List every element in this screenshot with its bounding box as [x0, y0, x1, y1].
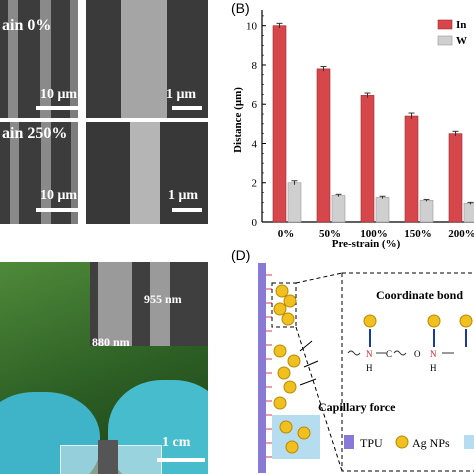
- dimension-label-bottom: 880 nm: [92, 335, 130, 346]
- legend-swatch-water: [464, 435, 474, 449]
- sem-stripe: [130, 122, 160, 224]
- x-tick-label: 0%: [278, 228, 295, 240]
- substrate-ticks: [266, 274, 272, 458]
- bar-w: [287, 182, 302, 223]
- legend-label-ag: Ag NPs: [412, 436, 450, 450]
- bar-w: [463, 203, 474, 223]
- bar-w: [419, 200, 434, 223]
- legend-label: In: [456, 19, 466, 31]
- sem-stripe: [70, 0, 78, 118]
- zoom-box-large: [341, 272, 474, 472]
- y-tick-label: 4: [252, 138, 258, 150]
- scale-bar: [36, 208, 78, 212]
- tpu-substrate: [258, 263, 266, 473]
- sem-stripe: [41, 122, 51, 224]
- bar-in: [404, 115, 419, 223]
- panel-d-label: (D): [231, 247, 251, 263]
- strain-250-label: ain 250%: [2, 125, 68, 142]
- bar-w: [331, 195, 346, 223]
- bar-in: [316, 68, 331, 223]
- legend-swatch-ag: [395, 435, 409, 449]
- x-tick-label: 200%: [448, 228, 474, 240]
- atom-n: N: [366, 349, 373, 359]
- x-tick-label: 100%: [360, 228, 388, 240]
- legend-label: W: [456, 35, 467, 47]
- atom-n: N: [430, 349, 437, 359]
- dimension-label-top: 955 nm: [144, 292, 182, 306]
- sem-stripe: [71, 122, 78, 224]
- scale-label-10um: 10 μm: [40, 188, 78, 203]
- sem-image-strain0-high: 1 μm: [86, 0, 208, 118]
- scale-bar: [172, 208, 202, 212]
- capillary-force-label: Capillary force: [318, 400, 396, 414]
- photo-stretched-sample: 955 nm 880 nm 1 cm: [0, 262, 208, 474]
- sem-image-strain250-low: ain 250% 10 μm: [0, 122, 78, 224]
- atom-h: H: [430, 363, 437, 373]
- sem-inset: 955 nm 880 nm: [90, 262, 208, 346]
- legend-swatch: [437, 35, 453, 46]
- scale-label-10um: 10 μm: [40, 87, 78, 102]
- bar-w: [375, 197, 390, 223]
- x-axis-label: Pre-strain (%): [332, 238, 401, 250]
- ag-nanoparticles-bonded: [363, 314, 473, 328]
- sem-stripe: [8, 0, 18, 118]
- ag-nanoparticles: [273, 284, 301, 410]
- legend-swatch: [437, 19, 453, 30]
- atom-c: C: [386, 349, 392, 359]
- scale-bar: [172, 106, 202, 110]
- sem-stripe: [150, 262, 170, 346]
- atom-h: H: [366, 363, 373, 373]
- y-tick-label: 2: [252, 178, 258, 190]
- y-tick-label: 8: [252, 60, 258, 72]
- water-region: [272, 415, 320, 459]
- bar-in: [360, 95, 375, 223]
- schematic-diagram: Coordinate bond N H C O N H Capillary fo…: [258, 263, 474, 473]
- zoom-box-small: [271, 282, 297, 328]
- x-tick-label: 50%: [319, 228, 341, 240]
- sem-stripe: [40, 0, 51, 118]
- scale-label-1um: 1 μm: [168, 188, 199, 203]
- coordination-arrows: [369, 329, 467, 347]
- y-axis-label: Distance (μm): [232, 87, 244, 153]
- molecule-chain: [347, 350, 454, 356]
- bar-in: [448, 133, 463, 223]
- film-strip: [98, 440, 118, 474]
- scale-label-1cm: 1 cm: [162, 435, 191, 450]
- y-tick-label: 6: [252, 99, 258, 111]
- sem-stripe: [98, 262, 132, 346]
- scale-bar: [157, 458, 205, 462]
- legend-label-tpu: TPU: [360, 436, 383, 450]
- zoom-connector: [295, 272, 343, 284]
- y-tick-label: 10: [246, 21, 258, 33]
- atom-o: O: [414, 349, 421, 359]
- ag-nanoparticles-water: [279, 420, 311, 454]
- bar-in: [272, 25, 287, 223]
- capillary-arrows: [299, 340, 319, 386]
- legend-swatch-tpu: [344, 435, 354, 449]
- scale-label-1um: 1 μm: [166, 87, 197, 102]
- sem-image-strain250-high: 1 μm: [86, 122, 208, 224]
- y-tick-label: 0: [252, 217, 258, 229]
- x-tick-label: 150%: [404, 228, 432, 240]
- strain-0-label: ain 0%: [2, 17, 52, 34]
- panel-b-label: (B): [231, 0, 250, 16]
- sem-image-strain0-low: ain 0% 10 μm: [0, 0, 78, 118]
- sem-stripe: [10, 122, 19, 224]
- scale-bar: [36, 106, 78, 110]
- coordinate-bond-title: Coordinate bond: [376, 288, 463, 302]
- sem-stripe: [121, 0, 167, 118]
